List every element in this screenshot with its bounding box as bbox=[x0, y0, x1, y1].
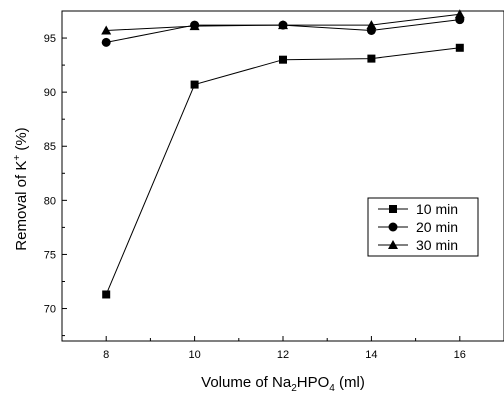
data-point bbox=[101, 37, 111, 47]
y-tick-label: 70 bbox=[44, 304, 56, 316]
legend-label: 30 min bbox=[416, 237, 458, 253]
x-axis-title: Volume of Na2HPO4 (ml) bbox=[201, 374, 365, 394]
x-tick-label: 10 bbox=[188, 349, 200, 361]
data-point bbox=[189, 21, 200, 31]
x-tick-label: 14 bbox=[365, 349, 377, 361]
legend-items: 10 min 20 min 30 min bbox=[378, 201, 458, 253]
legend-marker bbox=[388, 222, 398, 232]
data-point bbox=[454, 9, 465, 19]
series-triangle bbox=[101, 9, 465, 35]
data-point bbox=[102, 290, 111, 299]
y-axis-ticks: 70 75 80 85 90 95 bbox=[44, 10, 67, 337]
legend-label: 10 min bbox=[416, 201, 458, 217]
series-layer bbox=[101, 9, 465, 299]
legend-item: 30 min bbox=[378, 237, 458, 253]
legend-label: 20 min bbox=[416, 219, 458, 235]
legend: 10 min 20 min 30 min bbox=[367, 197, 479, 257]
y-tick-label: 95 bbox=[44, 33, 56, 45]
data-point bbox=[366, 20, 377, 30]
x-axis-ticks: 8 10 12 14 16 bbox=[61, 336, 504, 361]
series-square bbox=[102, 43, 464, 299]
x-tick-label: 8 bbox=[103, 349, 109, 361]
legend-marker bbox=[388, 240, 398, 249]
legend-marker bbox=[389, 205, 397, 213]
legend-box bbox=[367, 197, 479, 257]
data-point bbox=[455, 43, 464, 52]
data-point bbox=[101, 25, 112, 35]
y-tick-label: 85 bbox=[44, 141, 56, 153]
y-axis-title: Removal of K+ (%) bbox=[12, 127, 30, 250]
legend-item: 20 min bbox=[378, 219, 458, 235]
data-point bbox=[278, 20, 288, 30]
x-tick-label: 16 bbox=[454, 349, 466, 361]
y-tick-label: 75 bbox=[44, 249, 56, 261]
x-tick-label: 12 bbox=[277, 349, 289, 361]
legend-item: 10 min bbox=[378, 201, 458, 217]
data-point bbox=[367, 54, 376, 63]
y-tick-label: 90 bbox=[44, 87, 56, 99]
series-line bbox=[105, 47, 460, 295]
data-point bbox=[190, 80, 199, 89]
y-tick-label: 80 bbox=[44, 195, 56, 207]
data-point bbox=[279, 55, 287, 64]
